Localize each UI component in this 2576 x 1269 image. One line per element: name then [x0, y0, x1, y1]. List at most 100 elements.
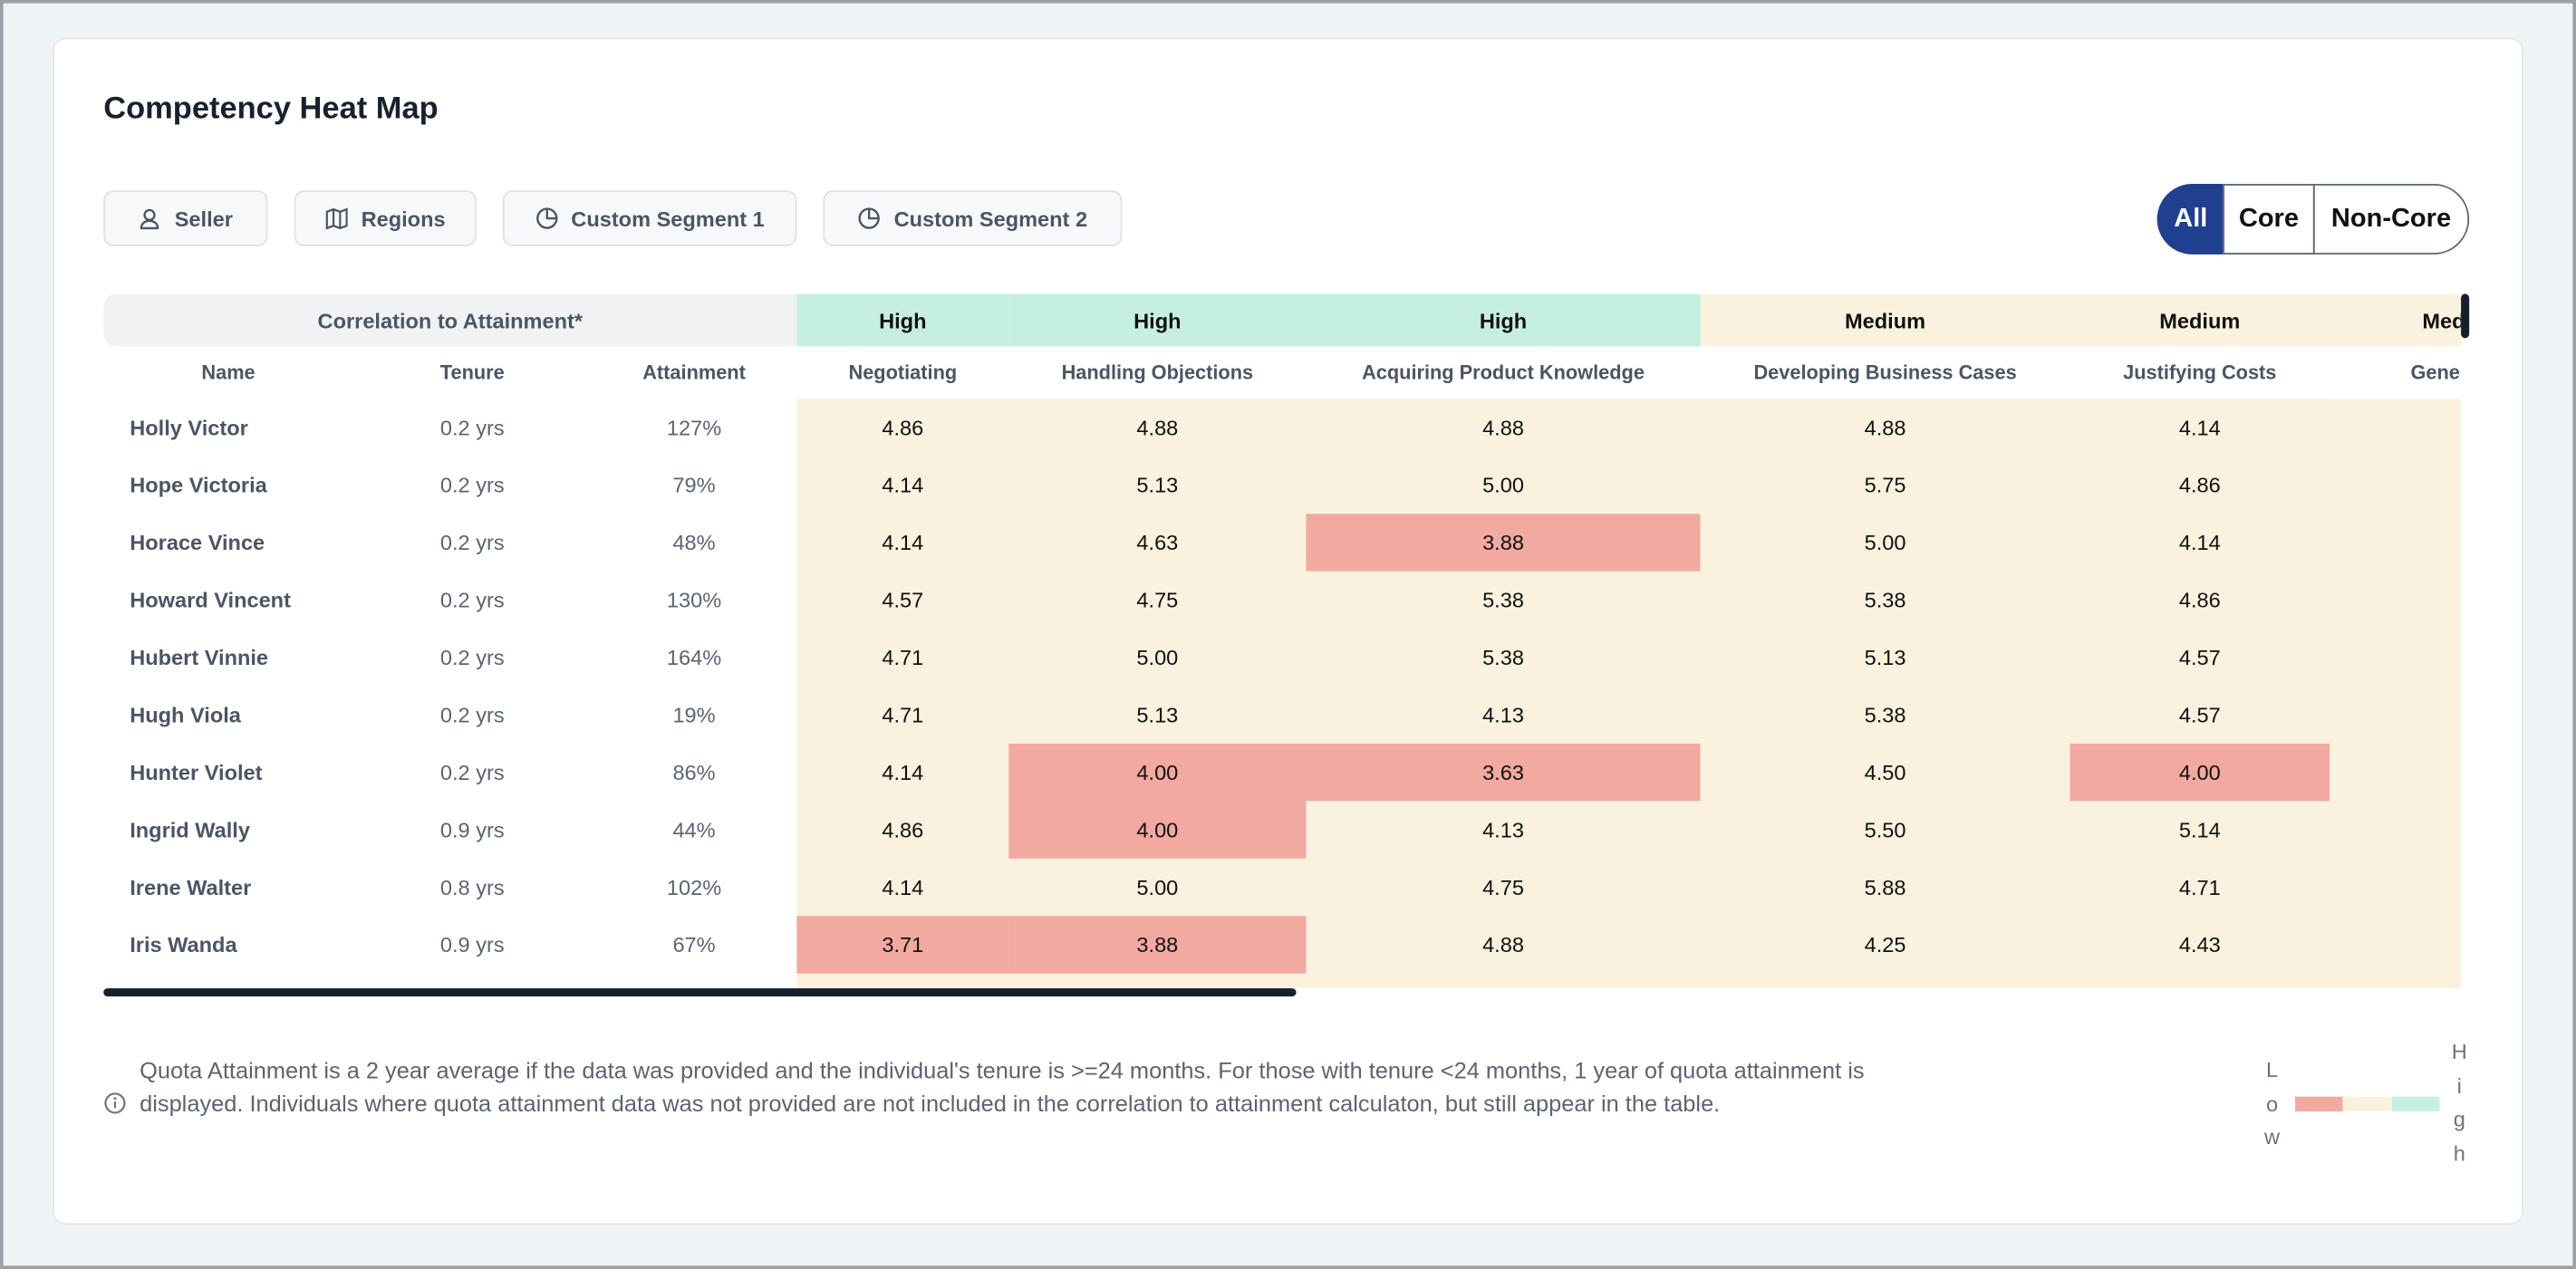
score-cell: 3.63: [1306, 744, 1701, 802]
filter-button[interactable]: Seller: [103, 190, 268, 246]
score-cell: 4.14: [796, 744, 1009, 802]
column-header: Attainment: [642, 361, 746, 385]
row-tenure: 0.2 yrs: [439, 760, 505, 785]
score-cell: 4.88: [1008, 399, 1307, 457]
row-name: Ingrid Wally: [130, 817, 250, 842]
score-cell: 4.88: [1700, 399, 2070, 457]
filter-label: Custom Segment 1: [571, 206, 765, 231]
score-cell: 4.57: [2069, 629, 2330, 687]
legend-swatch: [2391, 1096, 2440, 1111]
score-cell: 5.00: [1008, 629, 1307, 687]
score-cell: 4.57: [2069, 686, 2330, 745]
filter-icon: [140, 208, 159, 230]
correlation-cell: Medium: [2069, 293, 2330, 347]
score-cell: 4.71: [796, 629, 1009, 687]
column-header: Acquiring Product Knowledge: [1362, 361, 1645, 385]
score-cell: 4.14: [796, 858, 1009, 917]
score-cell: 5.38: [1700, 571, 2070, 630]
score-cell: 4.00: [2069, 744, 2330, 802]
score-cell: 4.75: [1306, 858, 1701, 917]
v-scrollbar: [2461, 293, 2470, 339]
row-attainment: 79%: [672, 472, 716, 498]
score-cell: 4.50: [1700, 744, 2070, 802]
column-header: Handling Objections: [1061, 361, 1254, 385]
legend-high: High: [2451, 1039, 2467, 1165]
row-tenure: 0.2 yrs: [439, 587, 505, 613]
column-header: Developing Business Cases: [1753, 361, 2017, 385]
score-cell: 4.57: [796, 571, 1009, 630]
row-name: Hugh Viola: [130, 702, 241, 727]
score-cell: 4.14: [2069, 399, 2330, 457]
score-cell: 4.71: [2069, 858, 2330, 917]
column-bg: [2330, 399, 2462, 989]
score-cell: 4.00: [1008, 801, 1307, 859]
filter-button[interactable]: Custom Segment 2: [823, 190, 1123, 246]
score-cell: 4.86: [2069, 571, 2330, 630]
score-cell: 5.14: [2069, 801, 2330, 859]
legend-swatch: [2294, 1096, 2344, 1111]
row-attainment: 44%: [672, 817, 716, 842]
filter-label: Custom Segment 2: [893, 206, 1088, 231]
correlation-cell: High: [1008, 293, 1307, 347]
score-cell: 5.88: [1700, 858, 2070, 917]
row-name: Irene Walter: [130, 875, 252, 900]
column-header: Tenure: [439, 361, 505, 385]
filter-label: Regions: [361, 206, 446, 231]
row-name: Horace Vince: [130, 530, 265, 555]
toggle-option[interactable]: Core: [2223, 183, 2315, 255]
score-cell: 4.86: [2069, 456, 2330, 514]
row-name: Hunter Violet: [130, 760, 263, 785]
row-tenure: 0.2 yrs: [439, 415, 505, 440]
row-tenure: 0.2 yrs: [439, 645, 505, 670]
row-tenure: 0.8 yrs: [439, 875, 505, 900]
score-cell: 3.71: [796, 916, 1009, 974]
footnote: Quota Attainment is a 2 year average if …: [140, 1057, 1865, 1117]
score-cell: 5.38: [1306, 571, 1701, 630]
score-cell: 4.86: [796, 801, 1009, 859]
row-attainment: 67%: [672, 932, 716, 957]
h-scrollbar: [103, 988, 1297, 997]
legend-low: Low: [2264, 1057, 2281, 1149]
score-cell: 4.43: [2069, 916, 2330, 974]
score-cell: 5.00: [1008, 858, 1307, 917]
score-cell: 4.13: [1306, 801, 1701, 859]
score-cell: 5.50: [1700, 801, 2070, 859]
score-cell: 4.14: [796, 514, 1009, 572]
column-header: Justifying Costs: [2123, 361, 2277, 385]
row-name: Howard Vincent: [130, 587, 291, 613]
score-cell: 5.13: [1008, 456, 1307, 514]
filter-icon: [535, 207, 557, 229]
toggle-option[interactable]: Non-Core: [2312, 183, 2470, 255]
row-name: Iris Wanda: [130, 932, 237, 957]
filter-icon: [325, 207, 348, 230]
row-attainment: 102%: [666, 875, 722, 900]
score-cell: 4.63: [1008, 514, 1307, 572]
row-name: Hubert Vinnie: [130, 645, 269, 670]
filter-label: Seller: [174, 206, 233, 231]
row-attainment: 19%: [672, 702, 716, 727]
row-attainment: 127%: [666, 415, 722, 440]
toggle-option[interactable]: All: [2156, 183, 2224, 255]
filter-button[interactable]: Regions: [294, 190, 477, 246]
score-cell: 3.88: [1306, 514, 1701, 572]
score-cell: 4.88: [1306, 399, 1701, 457]
score-cell: 4.88: [1306, 916, 1701, 974]
row-attainment: 164%: [666, 645, 722, 670]
score-cell: 4.86: [796, 399, 1009, 457]
correlation-cell: Medium: [1700, 293, 2070, 347]
legend-swatch: [2343, 1096, 2392, 1111]
filter-button[interactable]: Custom Segment 1: [502, 190, 797, 246]
column-header: Negotiating: [848, 361, 958, 385]
row-name: Hope Victoria: [130, 472, 267, 498]
correlation-cell: Medium: [2330, 293, 2462, 347]
row-tenure: 0.9 yrs: [439, 932, 505, 957]
row-attainment: 130%: [666, 587, 722, 613]
row-attainment: 48%: [672, 530, 716, 555]
score-cell: 4.00: [1008, 744, 1307, 802]
score-cell: 4.14: [2069, 514, 2330, 572]
correlation-cell: High: [796, 293, 1009, 347]
correlation-cell: High: [1306, 293, 1701, 347]
score-cell: 4.75: [1008, 571, 1307, 630]
